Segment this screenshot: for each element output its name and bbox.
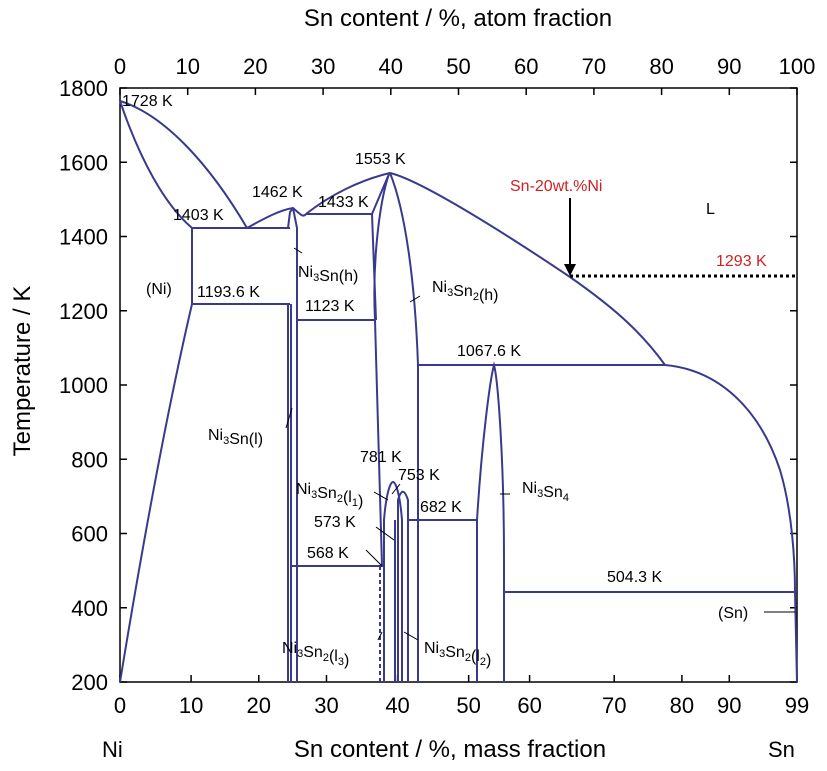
phase-label-9: L — [706, 201, 715, 218]
phase-label-3: Ni3Sn(l) — [208, 427, 263, 448]
top-tick-label-2: 20 — [243, 54, 267, 79]
phase-labels: (Ni) Ni3Sn(h) Ni3Sn2(h) Ni3Sn(l) Ni3Sn2(l1) N… — [146, 201, 748, 669]
temp-label-1553: 1553 K — [355, 151, 406, 168]
leader-ni3sn2-l2 — [403, 631, 419, 641]
top-tick-label-7: 70 — [582, 54, 606, 79]
bottom-axis-ticks: 0 10 20 30 40 50 60 70 80 90 99 — [114, 675, 809, 718]
bottom-tick-label-7: 70 — [602, 693, 626, 718]
ni3sn2-h-dome — [305, 171, 666, 366]
top-tick-label-3: 30 — [311, 54, 335, 79]
alloy-arrow-head — [564, 264, 576, 276]
temp-label-1403: 1403 K — [173, 207, 224, 224]
bottom-tick-label-10: 99 — [785, 693, 809, 718]
ni3sn2-h-left — [371, 173, 390, 567]
bottom-tick-label-8: 80 — [670, 693, 694, 718]
bottom-tick-label-6: 60 — [517, 693, 541, 718]
y-tick-label-7: 1600 — [59, 150, 108, 175]
bottom-tick-label-1: 10 — [179, 693, 203, 718]
phase-label-7: Ni3Sn2(l2) — [424, 640, 491, 669]
temp-label-1728: 1728 K — [122, 93, 173, 110]
y-tick-label-2: 600 — [71, 522, 108, 547]
y-tick-label-3: 800 — [71, 447, 108, 472]
leader-ni3sn2-l3 — [377, 631, 383, 641]
leader-568 — [365, 549, 383, 567]
ni3sn-h-right — [292, 207, 298, 320]
temp-label-1193: 1193.6 K — [197, 284, 260, 301]
top-axis-ticks: 0 10 20 30 40 50 60 70 80 90 100 — [114, 54, 815, 95]
leader-lines — [285, 247, 795, 641]
temp-label-573: 573 K — [314, 514, 356, 531]
phase-label-5: Ni3Sn4 — [522, 480, 569, 504]
y-tick-label-1: 400 — [71, 596, 108, 621]
ni3sn2-l2 — [397, 490, 409, 682]
phase-label-2: Ni3Sn2(h) — [432, 279, 499, 304]
bottom-tick-label-2: 20 — [247, 693, 271, 718]
leader-573 — [375, 526, 395, 541]
leader-ni3sn-l — [285, 407, 293, 429]
ni3sn2-h-left2 — [371, 213, 377, 321]
top-tick-label-5: 50 — [446, 54, 470, 79]
y-tick-label-4: 1000 — [59, 373, 108, 398]
y-tick-label-5: 1200 — [59, 299, 108, 324]
element-label-ni: Ni — [102, 737, 123, 762]
leader-ni3sn-h — [293, 247, 303, 254]
leader-ni3sn2-l1 — [373, 491, 389, 501]
top-tick-label-0: 0 — [114, 54, 126, 79]
alloy-label: Sn-20wt.%Ni — [510, 178, 602, 195]
bottom-tick-label-5: 50 — [456, 693, 480, 718]
phase-boundaries — [119, 100, 798, 683]
ni3sn-h-left — [287, 207, 294, 229]
ni-solidus — [119, 100, 193, 229]
y-tick-label-6: 1400 — [59, 225, 108, 250]
top-tick-label-10: 100 — [779, 54, 816, 79]
element-label-sn: Sn — [768, 737, 795, 762]
ni3sn2-l1 — [383, 480, 403, 682]
temp-label-1123: 1123 K — [305, 298, 355, 315]
bottom-tick-label-4: 40 — [385, 693, 409, 718]
top-tick-label-9: 90 — [717, 54, 741, 79]
bottom-tick-label-0: 0 — [114, 693, 126, 718]
temp-label-781: 781 K — [360, 449, 402, 466]
phase-label-1: Ni3Sn(h) — [298, 264, 358, 285]
temp-label-568: 568 K — [307, 545, 349, 562]
ni3sn4-phase — [476, 361, 505, 682]
top-tick-label-1: 10 — [175, 54, 199, 79]
bottom-axis-label: Sn content / %, mass fraction — [294, 736, 606, 763]
y-axis-ticks: 200 400 600 800 1000 1200 1400 1600 1800 — [59, 76, 797, 695]
ni3sn2-h-right — [389, 172, 419, 682]
top-axis-label: Sn content / %, atom fraction — [304, 5, 612, 32]
phase-label-0: (Ni) — [146, 281, 172, 298]
bottom-tick-label-3: 30 — [314, 693, 338, 718]
y-tick-label-0: 200 — [71, 670, 108, 695]
alloy-marker: Sn-20wt.%Ni 1293 K — [510, 178, 797, 278]
top-tick-label-4: 40 — [379, 54, 403, 79]
phase-label-6: Ni3Sn2(l3) — [282, 640, 349, 669]
sn-solvus — [794, 591, 798, 683]
ni-solvus — [119, 228, 193, 683]
top-tick-label-6: 60 — [514, 54, 538, 79]
phase-label-4: Ni3Sn2(l1) — [296, 481, 363, 510]
top-tick-label-8: 80 — [649, 54, 673, 79]
temp-label-682: 682 K — [420, 499, 462, 516]
y-tick-label-8: 1800 — [59, 76, 108, 101]
ni-liquidus — [119, 100, 248, 229]
temp-label-504: 504.3 K — [607, 569, 662, 586]
alloy-temp-label: 1293 K — [716, 253, 767, 270]
leader-753 — [391, 483, 401, 495]
temp-label-1433: 1433 K — [318, 194, 369, 211]
temp-label-1462: 1462 K — [252, 184, 303, 201]
leader-ni3sn2-h — [409, 295, 421, 303]
temp-label-1067: 1067.6 K — [457, 343, 521, 360]
sn-liquidus — [664, 364, 796, 593]
temp-label-753: 753 K — [398, 467, 440, 484]
bottom-tick-label-9: 90 — [717, 693, 741, 718]
temperature-labels: 1728 K 1403 K 1462 K 1433 K 1553 K 1193.… — [122, 93, 662, 586]
phase-label-8: (Sn) — [718, 605, 748, 622]
y-axis-label: Temperature / K — [9, 286, 36, 457]
